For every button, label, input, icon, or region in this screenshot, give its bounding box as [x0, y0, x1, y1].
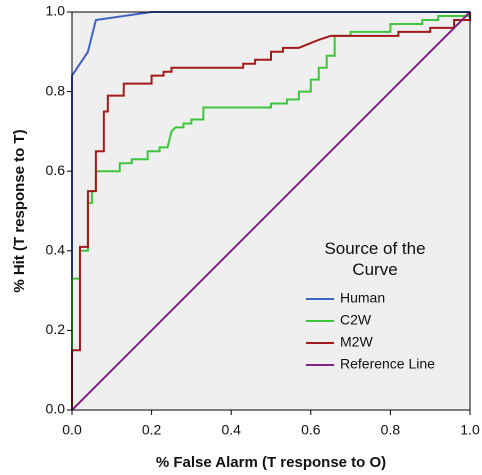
y-tick-label: 0.8	[46, 82, 66, 98]
y-tick-label: 0.4	[46, 242, 66, 258]
x-tick-label: 1.0	[460, 422, 480, 438]
legend-label: M2W	[340, 334, 373, 350]
y-tick-label: 1.0	[46, 3, 66, 19]
x-tick-label: 0.2	[142, 422, 162, 438]
x-tick-label: 0.0	[62, 422, 82, 438]
legend-label: Human	[340, 290, 385, 306]
plot-frame	[71, 11, 471, 411]
x-axis-title: % False Alarm (T response to O)	[156, 454, 386, 471]
x-tick-label: 0.6	[301, 422, 321, 438]
series-line	[71, 12, 471, 410]
x-tick-label: 0.4	[221, 422, 241, 438]
y-tick-label: 0.0	[46, 401, 66, 417]
legend-label: C2W	[340, 312, 372, 328]
x-tick-label: 0.8	[381, 422, 401, 438]
y-tick-label: 0.2	[46, 321, 66, 337]
series-line	[71, 11, 471, 411]
legend-label: Reference Line	[340, 356, 435, 372]
y-axis-title: % Hit (T response to T)	[11, 129, 28, 292]
y-tick-label: 0.6	[46, 162, 66, 178]
legend-title: Source of the Curve	[324, 239, 426, 279]
